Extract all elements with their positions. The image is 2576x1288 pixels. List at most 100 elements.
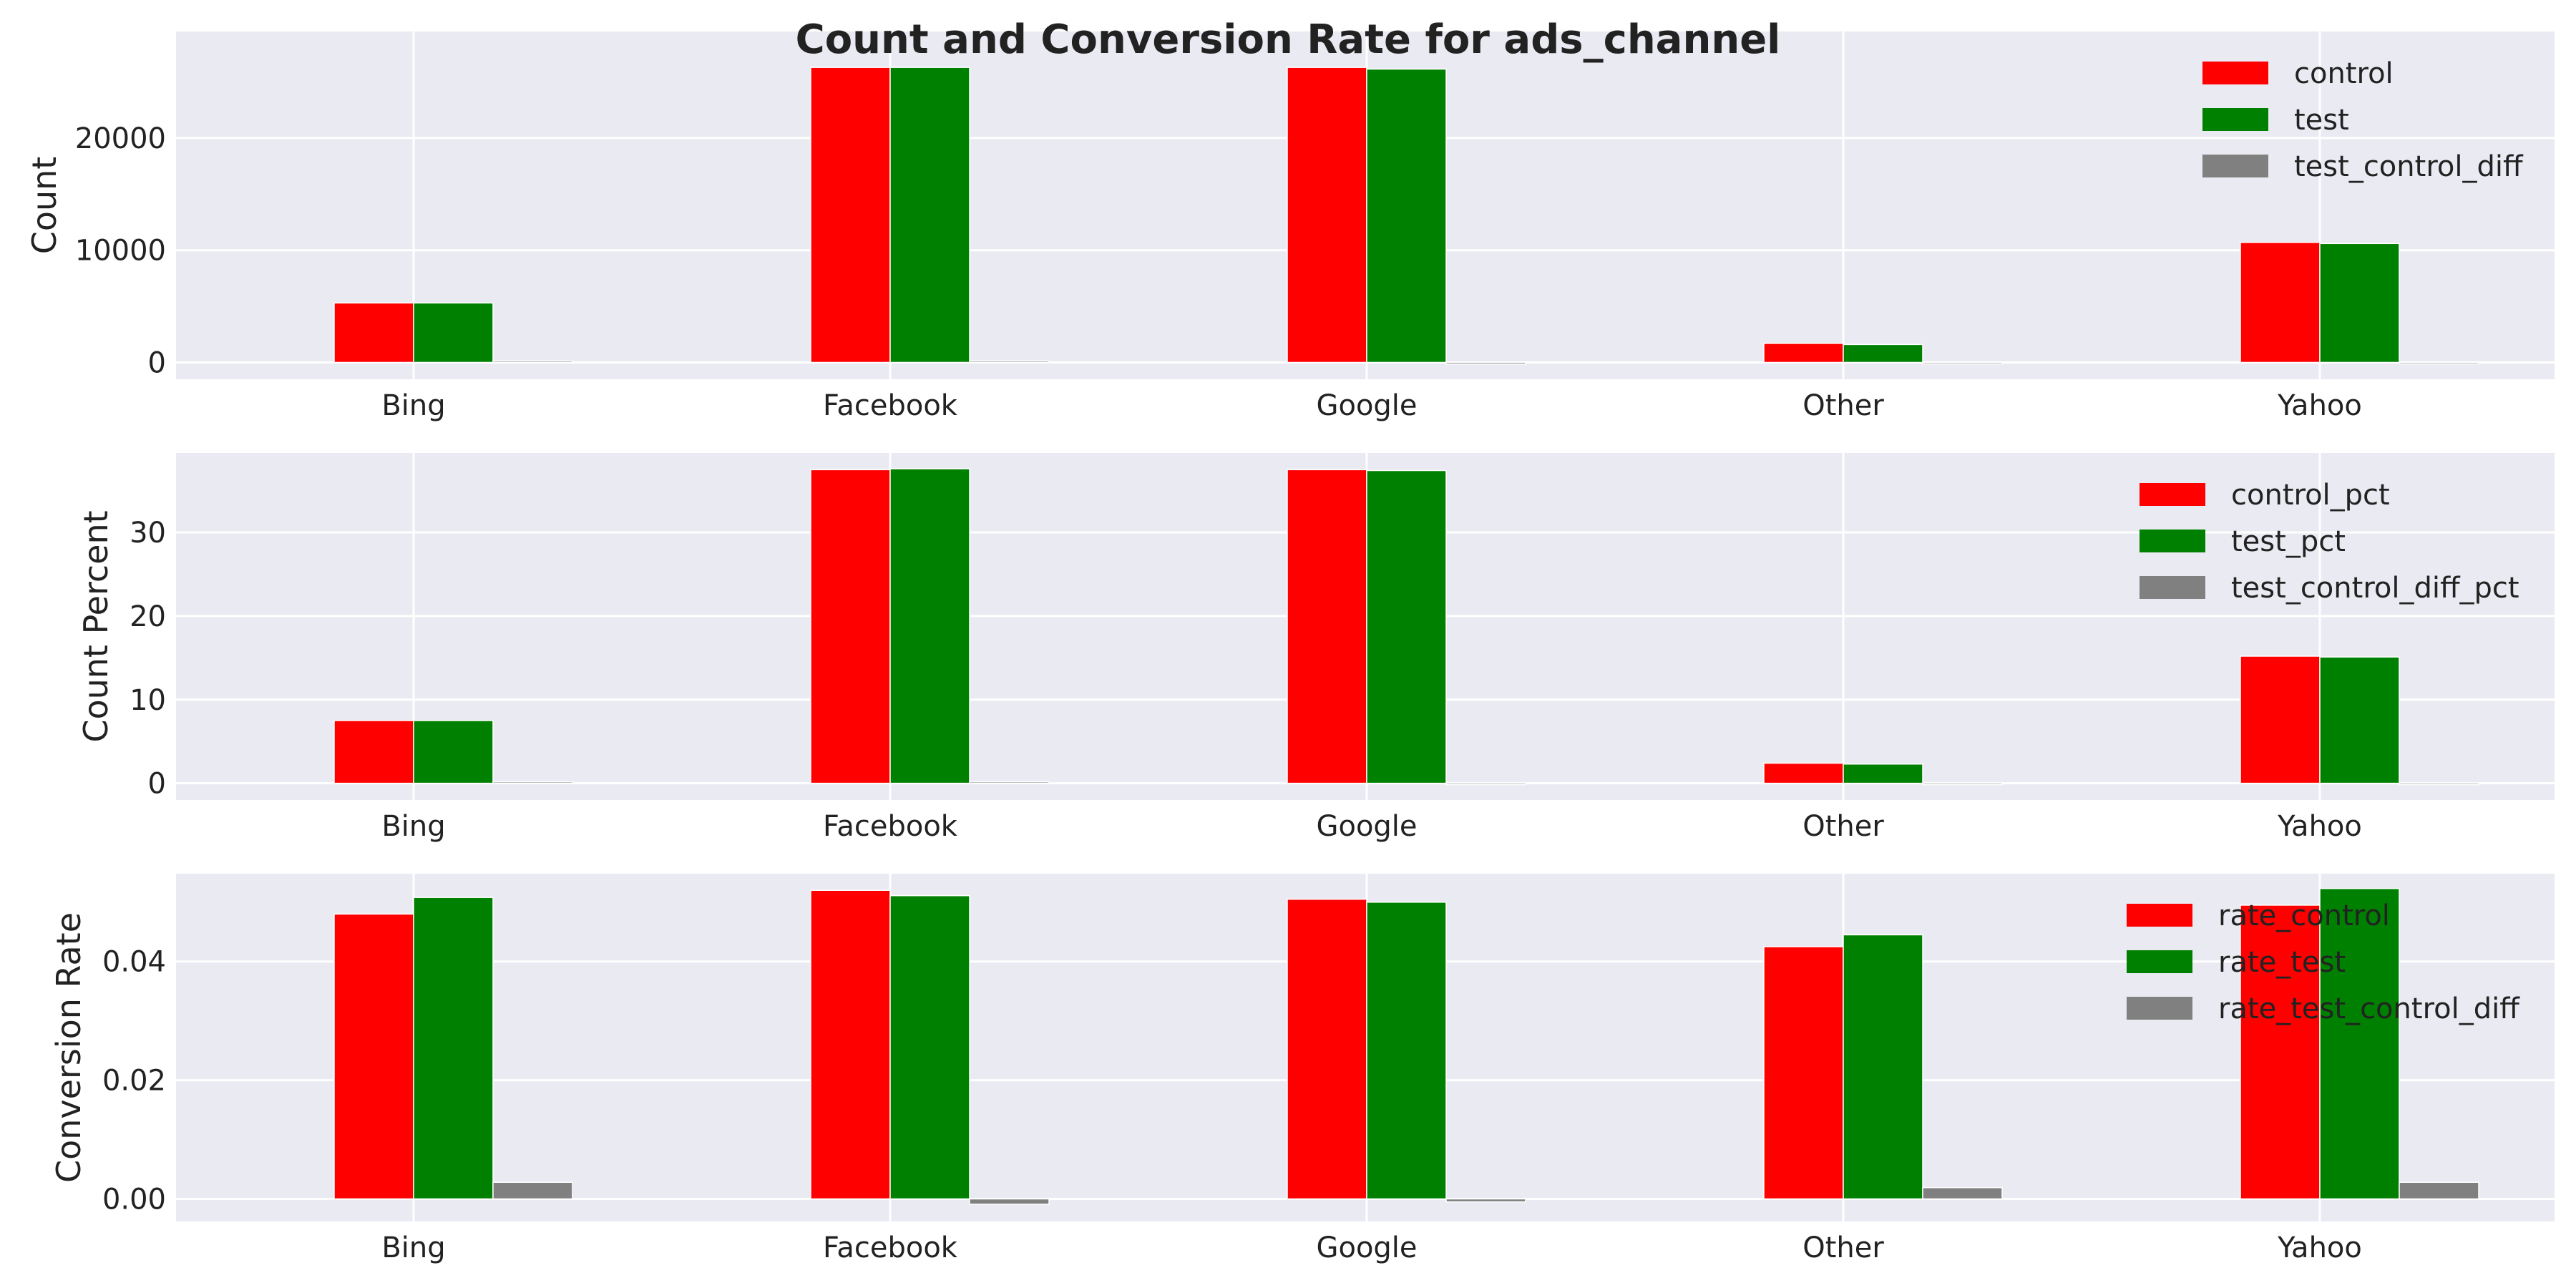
legend-swatch-rate_test_control_diff	[2127, 997, 2192, 1020]
bar-test_control_diff-google	[1445, 361, 1526, 365]
bar-rate_test-facebook	[889, 894, 970, 1200]
legend: control test test_control_diff	[2202, 57, 2524, 183]
bar-control-google	[1287, 67, 1367, 364]
x-tick-label: Yahoo	[2277, 389, 2362, 422]
bar-rate_control-google	[1287, 898, 1367, 1200]
legend-swatch-control_pct	[2140, 483, 2205, 506]
bar-test_control_diff_pct-facebook	[969, 781, 1050, 784]
x-tick-label: Bing	[381, 389, 445, 422]
bar-control_pct-google	[1287, 469, 1367, 784]
legend-label-test_control_diff: test_control_diff	[2294, 150, 2524, 183]
x-tick-label: Yahoo	[2277, 1231, 2362, 1264]
x-tick-label: Bing	[381, 1231, 445, 1264]
y-tick-label: 0.00	[102, 1183, 166, 1216]
bar-rate_control-facebook	[810, 889, 891, 1200]
bar-test_control_diff-bing	[492, 360, 573, 364]
legend-swatch-rate_control	[2127, 904, 2192, 927]
bar-test_control_diff_pct-yahoo	[2399, 782, 2479, 786]
bar-test_control_diff_pct-google	[1445, 782, 1526, 786]
bar-rate_test-google	[1366, 902, 1447, 1200]
bar-test_pct-other	[1843, 763, 1923, 784]
subplot-panels: Bing Facebook Google Other Yahoo 0 10000 20000 C…	[25, 31, 2555, 1264]
bar-rate_control-other	[1763, 946, 1844, 1200]
bar-control_pct-facebook	[810, 469, 891, 784]
bar-test-google	[1366, 68, 1447, 364]
y-axis-label: Count Percent	[77, 510, 115, 742]
bar-test-bing	[413, 302, 494, 364]
bar-test_control_diff-other	[1922, 361, 2003, 365]
y-tick-label: 0.04	[102, 946, 166, 979]
legend-swatch-test_control_diff	[2202, 155, 2268, 177]
bar-control-bing	[333, 302, 414, 364]
y-tick-label: 10	[130, 684, 166, 717]
bar-rate_test_control_diff-facebook	[969, 1198, 1050, 1205]
bar-test-other	[1843, 343, 1923, 364]
x-tick-label: Google	[1316, 810, 1417, 843]
y-tick-label: 10000	[75, 235, 166, 268]
bar-rate_test-other	[1843, 934, 1923, 1200]
legend: rate_control rate_test rate_test_control_d…	[2127, 899, 2520, 1025]
y-tick-label: 0.02	[102, 1065, 166, 1098]
bar-control_pct-yahoo	[2240, 655, 2321, 784]
bar-test_control_diff-facebook	[969, 360, 1050, 364]
bar-rate_test_control_diff-yahoo	[2399, 1181, 2479, 1200]
y-axis-label: Conversion Rate	[49, 912, 88, 1183]
x-tick-label: Facebook	[823, 1231, 958, 1264]
bar-test_pct-yahoo	[2319, 656, 2400, 784]
legend-swatch-test	[2202, 108, 2268, 131]
bar-test_pct-bing	[413, 720, 494, 784]
bar-test-yahoo	[2319, 243, 2400, 364]
legend-label-control: control	[2294, 57, 2394, 90]
figure-title: Count and Conversion Rate for ads_channe…	[796, 16, 1781, 63]
legend-swatch-test_pct	[2140, 530, 2205, 552]
x-tick-label: Other	[1802, 1231, 1884, 1264]
bar-test_control_diff_pct-other	[1922, 782, 2003, 786]
y-tick-label: 20000	[75, 122, 166, 155]
legend-label-rate_control: rate_control	[2218, 899, 2390, 932]
y-tick-label: 30	[130, 517, 166, 550]
legend: control_pct test_pct test_control_diff_pct	[2140, 479, 2519, 605]
legend-label-test_control_diff_pct: test_control_diff_pct	[2231, 572, 2519, 605]
bar-test_control_diff_pct-bing	[492, 781, 573, 784]
subplot-3: Bing Facebook Google Other Yahoo 0.00 0.02 0.04…	[49, 874, 2555, 1264]
bar-rate_control-yahoo	[2240, 904, 2321, 1200]
x-tick-label: Facebook	[823, 389, 958, 422]
y-axis-label: Count	[25, 157, 64, 255]
bar-test-facebook	[889, 67, 970, 364]
bar-control_pct-other	[1763, 762, 1844, 784]
bar-control-yahoo	[2240, 241, 2321, 364]
x-tick-label: Yahoo	[2277, 810, 2362, 843]
bar-test_pct-google	[1366, 469, 1447, 784]
bar-control_pct-bing	[333, 720, 414, 784]
legend-label-control_pct: control_pct	[2231, 479, 2390, 512]
y-tick-label: 0	[148, 768, 166, 801]
subplot-2: Bing Facebook Google Other Yahoo 0 10 20 30 Count…	[77, 453, 2555, 843]
bar-rate_test_control_diff-bing	[492, 1181, 573, 1200]
bar-rate_control-bing	[333, 913, 414, 1200]
legend-swatch-rate_test	[2127, 950, 2192, 973]
legend-label-test: test	[2294, 104, 2349, 137]
y-tick-label: 20	[130, 600, 166, 633]
bar-rate_test_control_diff-google	[1445, 1198, 1526, 1203]
bar-control-other	[1763, 343, 1844, 364]
x-tick-label: Other	[1802, 389, 1884, 422]
bar-test_pct-facebook	[889, 468, 970, 784]
x-tick-label: Bing	[381, 810, 445, 843]
legend-label-rate_test_control_diff: rate_test_control_diff	[2218, 992, 2520, 1025]
x-tick-label: Other	[1802, 810, 1884, 843]
bar-control-facebook	[810, 67, 891, 364]
legend-swatch-control	[2202, 62, 2268, 84]
x-tick-label: Google	[1316, 389, 1417, 422]
y-tick-label: 0	[148, 346, 166, 379]
x-tick-label: Facebook	[823, 810, 958, 843]
x-tick-label: Google	[1316, 1231, 1417, 1264]
subplot-1: Bing Facebook Google Other Yahoo 0 10000 20000 C…	[25, 31, 2555, 422]
bar-rate_test-bing	[413, 897, 494, 1200]
legend-label-rate_test: rate_test	[2218, 946, 2346, 979]
legend-label-test_pct: test_pct	[2231, 525, 2346, 558]
bar-rate_test_control_diff-other	[1922, 1186, 2003, 1200]
bar-rate_test-yahoo	[2319, 887, 2400, 1200]
legend-swatch-test_control_diff_pct	[2140, 576, 2205, 599]
bar-test_control_diff-yahoo	[2399, 361, 2479, 365]
